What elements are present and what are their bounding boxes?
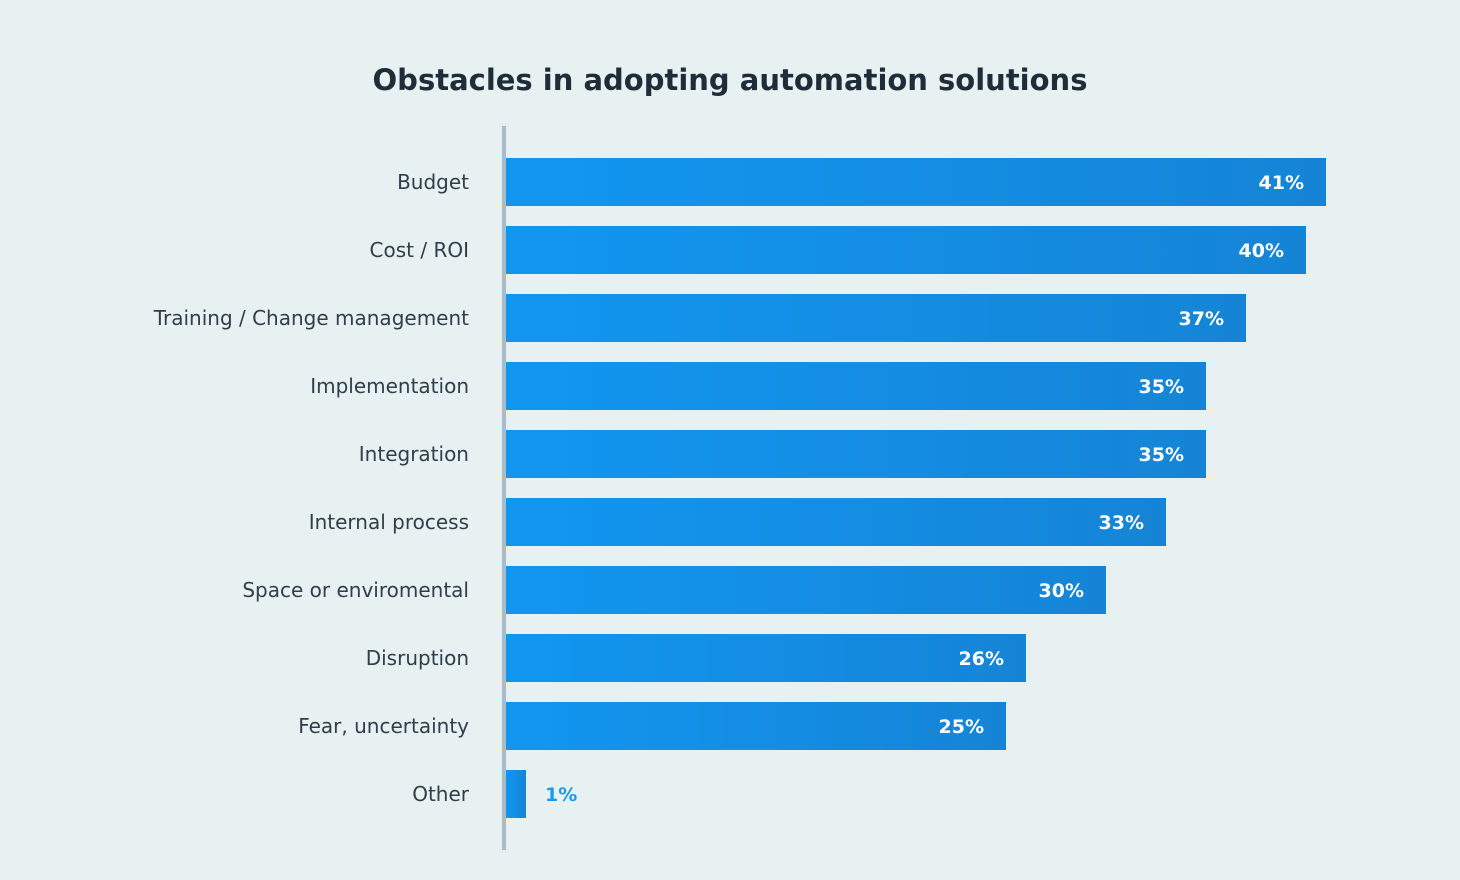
category-label: Space or enviromental (242, 578, 469, 602)
bar-3 (506, 362, 1206, 410)
bar-4 (506, 430, 1206, 478)
category-label: Training / Change management (153, 306, 469, 330)
data-label: 35% (1139, 376, 1184, 398)
bar-0 (506, 158, 1326, 206)
data-label: 37% (1179, 308, 1224, 330)
data-label: 1% (545, 784, 577, 806)
category-label: Implementation (310, 374, 469, 398)
data-label: 26% (959, 648, 1004, 670)
category-label: Internal process (309, 510, 469, 534)
category-label: Budget (397, 170, 469, 194)
chart-title: Obstacles in adopting automation solutio… (373, 63, 1088, 97)
category-label: Disruption (366, 646, 469, 670)
bar-9 (506, 770, 526, 818)
category-label: Other (412, 782, 470, 806)
data-label: 35% (1139, 444, 1184, 466)
bar-7 (506, 634, 1026, 682)
data-label: 41% (1259, 172, 1304, 194)
data-label: 33% (1099, 512, 1144, 534)
category-label: Fear, uncertainty (298, 714, 469, 738)
data-label: 30% (1039, 580, 1084, 602)
bar-6 (506, 566, 1106, 614)
bar-8 (506, 702, 1006, 750)
bar-2 (506, 294, 1246, 342)
category-label: Integration (359, 442, 469, 466)
bar-1 (506, 226, 1306, 274)
data-label: 40% (1239, 240, 1284, 262)
data-label: 25% (939, 716, 984, 738)
bar-5 (506, 498, 1166, 546)
category-label: Cost / ROI (370, 238, 469, 262)
